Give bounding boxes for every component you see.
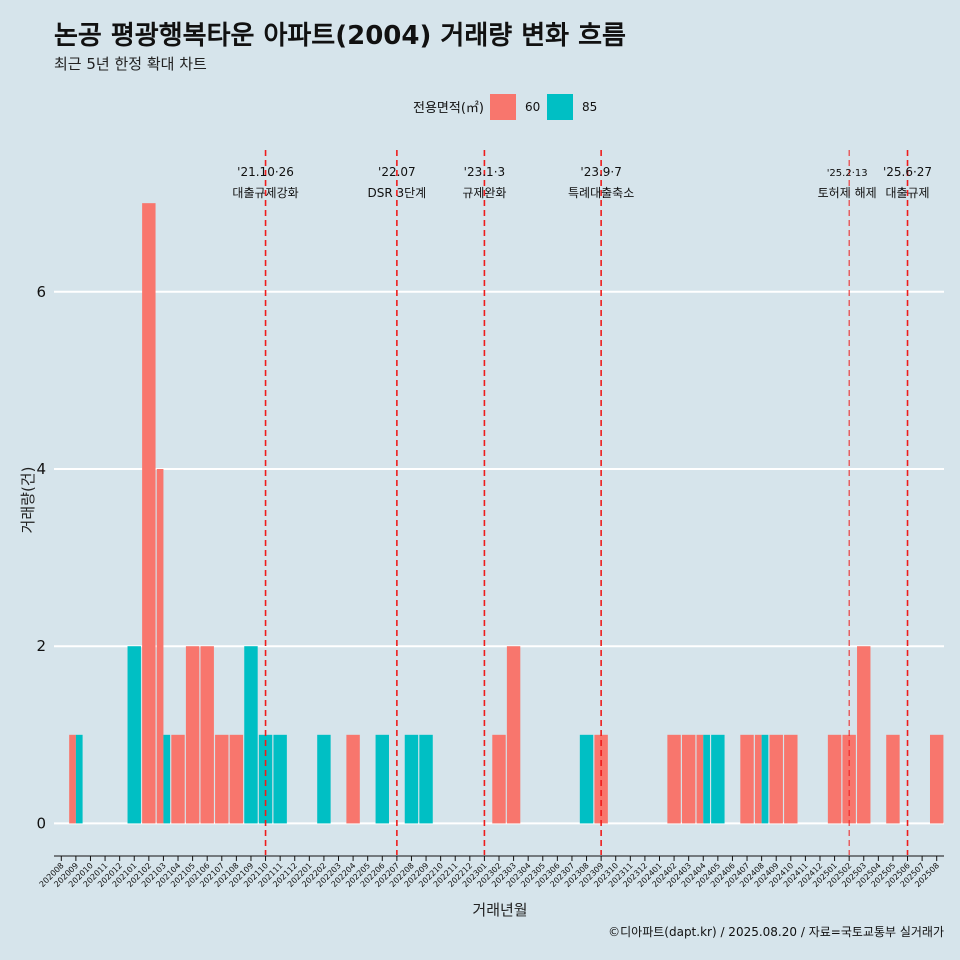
legend: 전용면적(㎡) 60 85 <box>413 94 597 120</box>
y-tick-label: 6 <box>36 283 46 301</box>
legend-swatch-85 <box>547 94 573 120</box>
bar-202402-60 <box>667 734 681 824</box>
bar-202103-85 <box>163 734 171 824</box>
caption: ©디아파트(dapt.kr) / 2025.08.20 / 자료=국토교통부 실… <box>608 925 944 939</box>
bar-202101-85 <box>127 646 141 824</box>
bar-202408-60 <box>754 734 762 824</box>
annotation-date: '23.9·7 <box>580 165 621 179</box>
annotation-date: '21.10·26 <box>237 165 294 179</box>
annotation-label: 규제완화 <box>462 186 506 200</box>
bar-202404-60 <box>696 734 704 824</box>
bar-202009-60 <box>69 734 76 824</box>
bar-202409-60 <box>769 734 783 824</box>
annotation-label: DSR 3단계 <box>368 186 427 200</box>
bar-202110-85 <box>258 734 273 824</box>
bar-202103-60 <box>156 468 164 824</box>
y-tick-label: 4 <box>36 460 46 478</box>
chart-subtitle: 최근 5년 한정 확대 차트 <box>54 55 207 73</box>
chart-title: 논공 평광행복타운 아파트(2004) 거래량 변화 흐름 <box>54 21 626 51</box>
bar-202106-60 <box>200 646 214 824</box>
y-tick-label: 2 <box>36 637 46 655</box>
annotation-date: '25.6·27 <box>883 165 932 179</box>
bar-202209-85 <box>419 734 433 824</box>
annotation-date: '22.07 <box>378 165 416 179</box>
annotation-label: 토허제 해제 <box>818 186 877 200</box>
y-axis-title: 거래량(건) <box>19 467 37 534</box>
legend-label-85: 85 <box>582 100 597 114</box>
y-axis: 0 2 4 6 <box>36 283 46 833</box>
legend-title: 전용면적(㎡) <box>413 101 484 116</box>
bar-202309-60 <box>594 734 608 824</box>
bars <box>69 203 944 824</box>
annotations: '21.10·26 대출규제강화 '22.07 DSR 3단계 '23.1·3 규제완화 '… <box>232 150 932 855</box>
x-axis: 2020082020092020102020112020122021012021… <box>38 855 944 889</box>
bar-202202-85 <box>317 734 331 824</box>
legend-label-60: 60 <box>525 100 540 114</box>
bar-202501-60 <box>827 734 842 824</box>
bar-202303-60 <box>506 646 521 824</box>
bar-202302-60 <box>492 734 506 824</box>
bar-202405-85 <box>711 734 725 824</box>
bar-202107-60 <box>215 734 229 824</box>
x-axis-title: 거래년월 <box>472 901 527 919</box>
bar-202403-60 <box>681 734 696 824</box>
bar-202108-60 <box>229 734 244 824</box>
bar-202502-60 <box>842 734 856 824</box>
bar-202404-85 <box>703 734 710 824</box>
legend-swatch-60 <box>490 94 516 120</box>
bar-202102-60 <box>142 203 156 824</box>
bar-202104-60 <box>171 734 185 824</box>
bar-202508-60 <box>929 734 944 824</box>
bar-202111-85 <box>273 734 287 824</box>
annotation-label: 특례대출축소 <box>568 186 634 200</box>
bar-202505-60 <box>886 734 900 824</box>
bar-202105-60 <box>185 646 200 824</box>
annotation-date: '23.1·3 <box>464 165 505 179</box>
annotation-date: '25.2·13 <box>827 168 868 179</box>
bar-202204-60 <box>346 734 360 824</box>
bar-202308-85 <box>579 734 594 824</box>
bar-202410-60 <box>784 734 798 824</box>
bar-202408-85 <box>761 734 769 824</box>
bar-202503-60 <box>857 646 871 824</box>
annotation-label: 대출규제 <box>885 186 929 200</box>
bar-202407-60 <box>740 734 754 824</box>
annotation-label: 대출규제강화 <box>232 186 298 200</box>
bar-202109-85 <box>244 646 258 824</box>
bar-202206-85 <box>375 734 389 824</box>
y-tick-label: 0 <box>36 814 46 832</box>
bar-202009-85 <box>75 734 83 824</box>
bar-202208-85 <box>404 734 419 824</box>
